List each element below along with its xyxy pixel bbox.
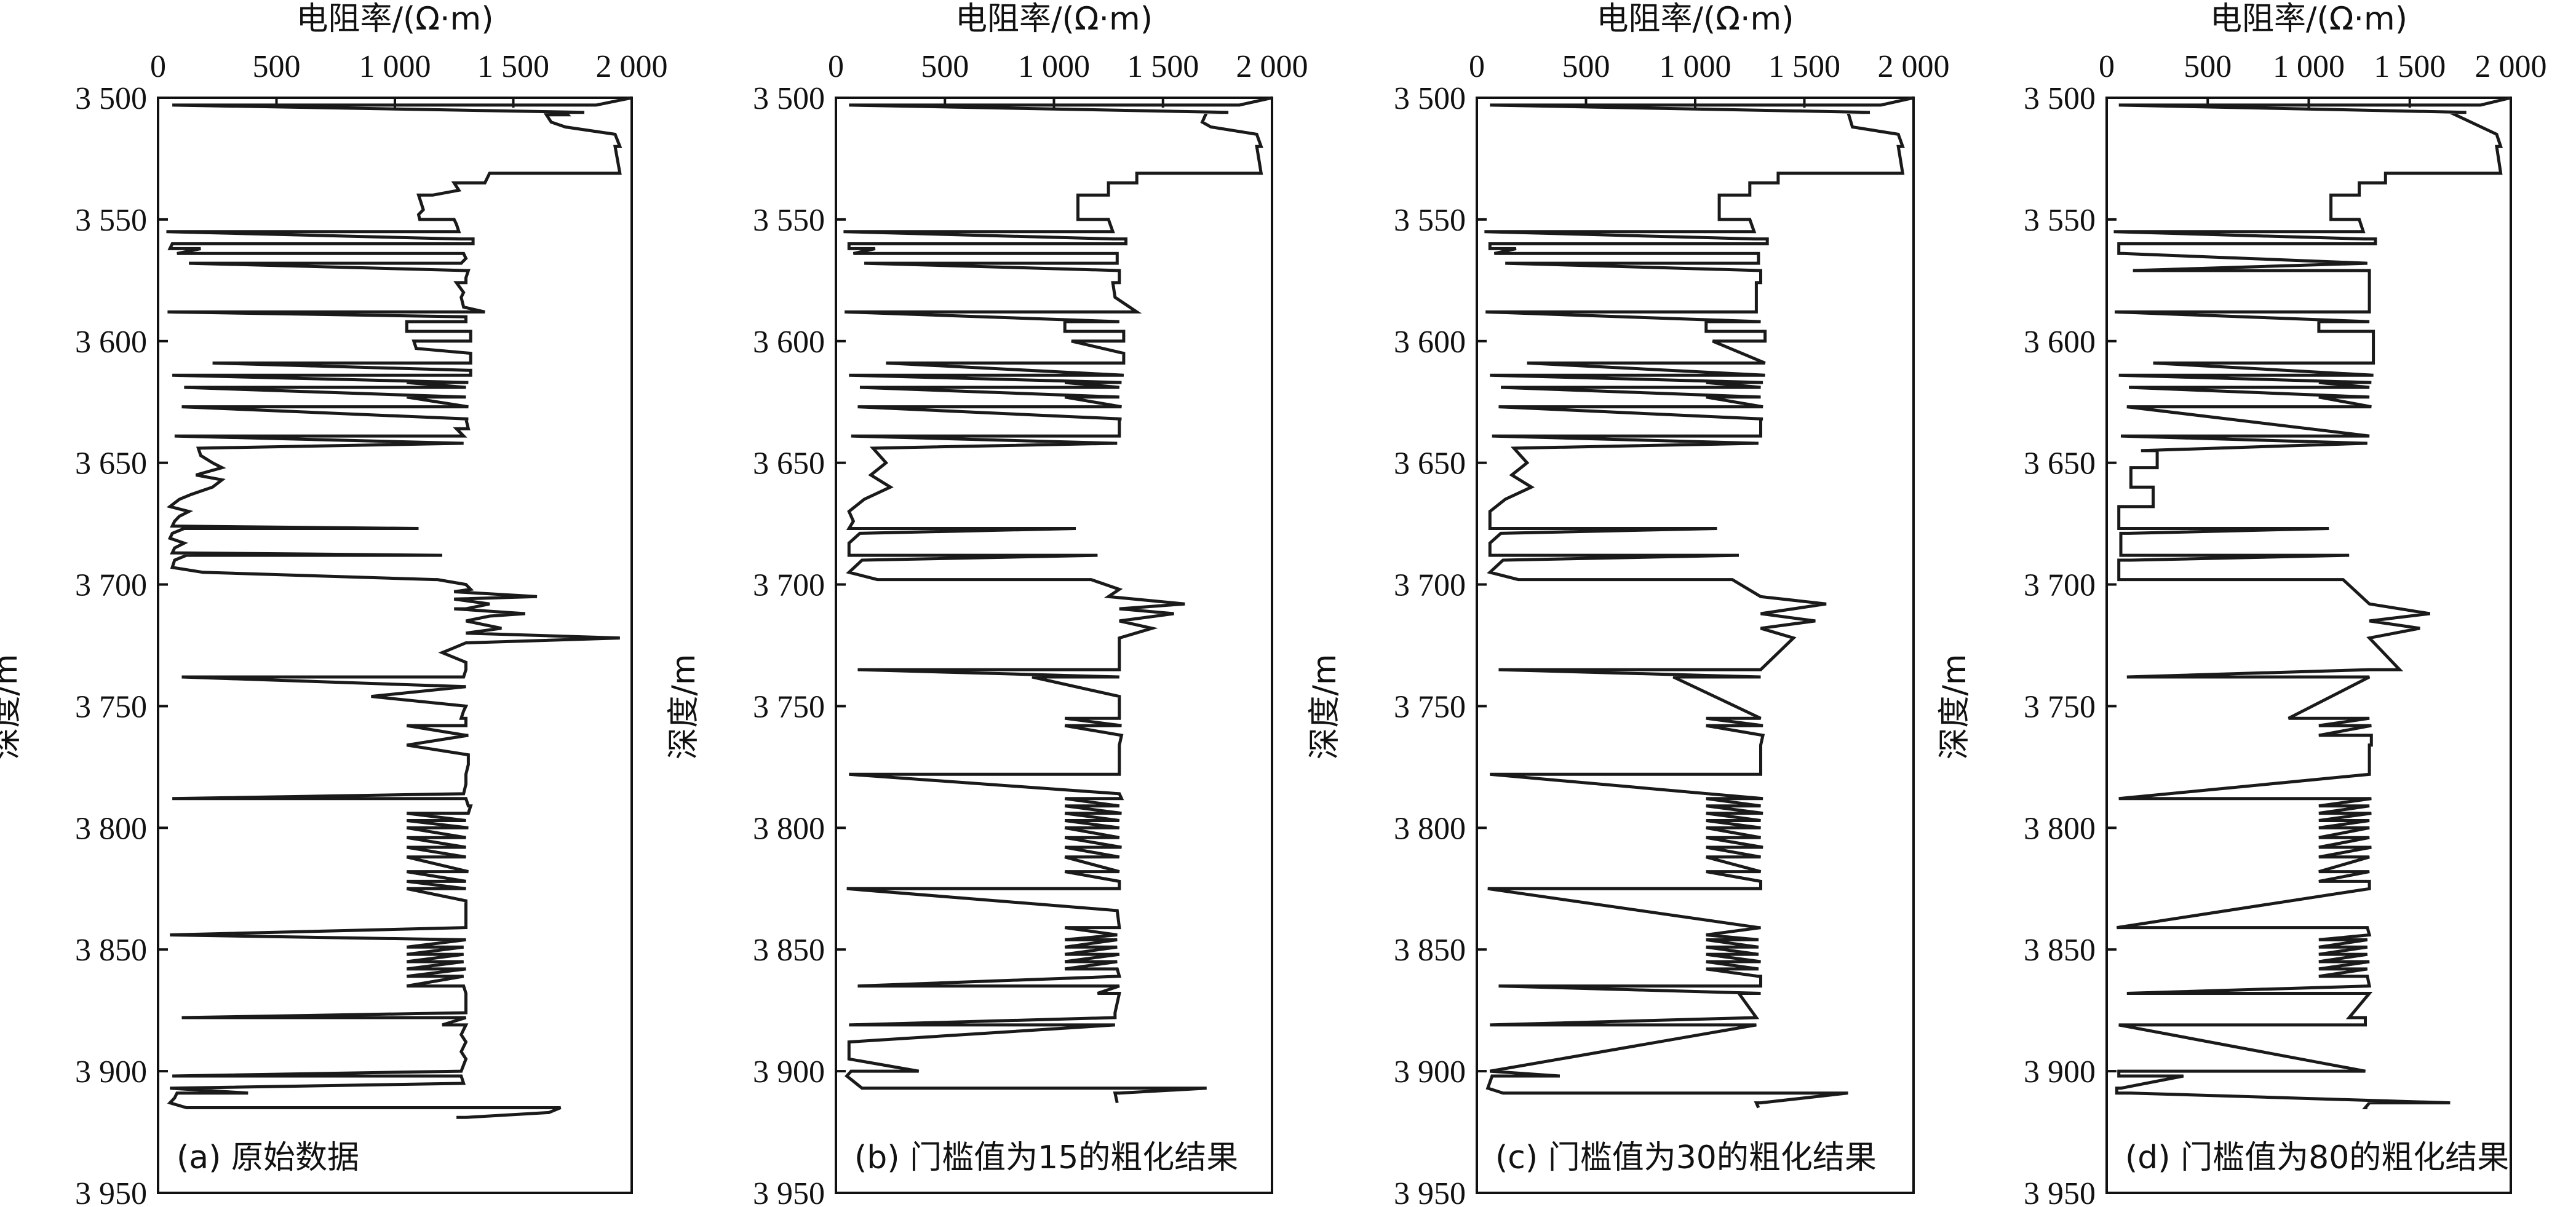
- resistivity-curve: [1484, 96, 1914, 1109]
- y-tick-label: 3 950: [753, 1176, 825, 1207]
- y-tick-label: 3 700: [75, 568, 147, 603]
- panel-caption: (b) 门槛值为15的粗化结果: [854, 1139, 1238, 1176]
- x-tick-label: 1 000: [2273, 49, 2345, 84]
- y-tick-label: 3 850: [1394, 933, 1466, 968]
- x-axis-title: 电阻率/(Ω·m): [296, 1, 493, 38]
- y-tick-label: 3 800: [1394, 811, 1466, 846]
- x-tick-label: 0: [150, 49, 166, 84]
- x-tick-label: 500: [253, 49, 301, 84]
- panel-caption: (c) 门槛值为30的粗化结果: [1495, 1139, 1877, 1176]
- chart-panel-3: 0 500 1 000 1 500 2 000 3 500 3 550 3 600 3 650 3…: [1306, 1, 1950, 1207]
- y-tick-label: 3 700: [753, 568, 825, 603]
- x-tick-label: 1 500: [2374, 49, 2446, 84]
- x-tick-label: 1 000: [1660, 49, 1731, 84]
- y-tick-label: 3 900: [75, 1055, 147, 1090]
- x-axis-title: 电阻率/(Ω·m): [955, 1, 1153, 38]
- x-tick-label: 1 500: [1127, 49, 1199, 84]
- y-tick-label: 3 750: [753, 689, 825, 724]
- y-axis-title: 深度/m: [1936, 654, 1973, 759]
- y-axis-title: 深度/m: [1306, 654, 1343, 759]
- y-tick-label: 3 850: [2024, 933, 2096, 968]
- y-tick-label: 3 650: [753, 446, 825, 481]
- y-tick-label: 3 550: [75, 203, 147, 238]
- y-tick-label: 3 500: [753, 81, 825, 116]
- y-tick-label: 3 500: [75, 81, 147, 116]
- y-tick-label: 3 550: [2024, 203, 2096, 238]
- chart-panel-4: 0 500 1 000 1 500 2 000 3 500 3 550 3 600 3 650 3…: [1936, 1, 2547, 1207]
- y-tick-label: 3 600: [1394, 325, 1466, 360]
- y-tick-label: 3 650: [75, 446, 147, 481]
- x-tick-label: 2 000: [596, 49, 668, 84]
- y-tick-label: 3 850: [753, 933, 825, 968]
- x-tick-label: 0: [828, 49, 844, 84]
- y-tick-label: 3 500: [2024, 81, 2096, 116]
- resistivity-curve: [2113, 96, 2511, 1109]
- y-axis-title: 深度/m: [0, 654, 25, 759]
- y-tick-label: 3 800: [75, 811, 147, 846]
- panel-caption: (d) 门槛值为80的粗化结果: [2125, 1139, 2509, 1176]
- x-tick-label: 1 500: [1768, 49, 1840, 84]
- x-tick-label: 1 500: [477, 49, 549, 84]
- y-tick-label: 3 950: [75, 1176, 147, 1207]
- x-tick-label: 0: [2099, 49, 2115, 84]
- y-tick-label: 3 750: [2024, 689, 2096, 724]
- resistivity-curve: [166, 96, 632, 1119]
- y-tick-label: 3 600: [753, 325, 825, 360]
- x-axis-title: 电阻率/(Ω·m): [1596, 1, 1794, 38]
- y-tick-label: 3 950: [1394, 1176, 1466, 1207]
- x-tick-label: 0: [1469, 49, 1485, 84]
- resistivity-curve: [843, 96, 1273, 1104]
- y-tick-label: 3 600: [2024, 325, 2096, 360]
- y-tick-label: 3 650: [1394, 446, 1466, 481]
- y-tick-label: 3 950: [2024, 1176, 2096, 1207]
- y-tick-label: 3 800: [2024, 811, 2096, 846]
- x-tick-label: 500: [1562, 49, 1610, 84]
- y-tick-label: 3 600: [75, 325, 147, 360]
- x-tick-label: 2 000: [1878, 49, 1950, 84]
- x-tick-label: 2 000: [1236, 49, 1308, 84]
- chart-panel-1: 0 500 1 000 1 500 2 000 3 500 3 550 3 600 3 650 3…: [0, 1, 668, 1207]
- chart-panel-2: 0 500 1 000 1 500 2 000 3 500 3 550 3 600 3 650 3…: [666, 1, 1308, 1207]
- y-tick-label: 3 500: [1394, 81, 1466, 116]
- y-tick-label: 3 900: [753, 1055, 825, 1090]
- x-tick-label: 500: [921, 49, 969, 84]
- x-tick-label: 2 000: [2475, 49, 2547, 84]
- y-tick-label: 3 850: [75, 933, 147, 968]
- x-axis-title: 电阻率/(Ω·m): [2210, 1, 2407, 38]
- y-tick-label: 3 800: [753, 811, 825, 846]
- y-axis-title: 深度/m: [666, 654, 702, 759]
- x-tick-label: 500: [2184, 49, 2232, 84]
- y-tick-label: 3 750: [1394, 689, 1466, 724]
- y-tick-label: 3 550: [753, 203, 825, 238]
- y-tick-label: 3 900: [1394, 1055, 1466, 1090]
- panel-caption: (a) 原始数据: [177, 1139, 359, 1176]
- y-tick-label: 3 750: [75, 689, 147, 724]
- y-tick-label: 3 700: [2024, 568, 2096, 603]
- x-tick-label: 1 000: [1018, 49, 1090, 84]
- y-tick-label: 3 550: [1394, 203, 1466, 238]
- y-tick-label: 3 700: [1394, 568, 1466, 603]
- x-tick-label: 1 000: [359, 49, 431, 84]
- y-tick-label: 3 650: [2024, 446, 2096, 481]
- y-tick-label: 3 900: [2024, 1055, 2096, 1090]
